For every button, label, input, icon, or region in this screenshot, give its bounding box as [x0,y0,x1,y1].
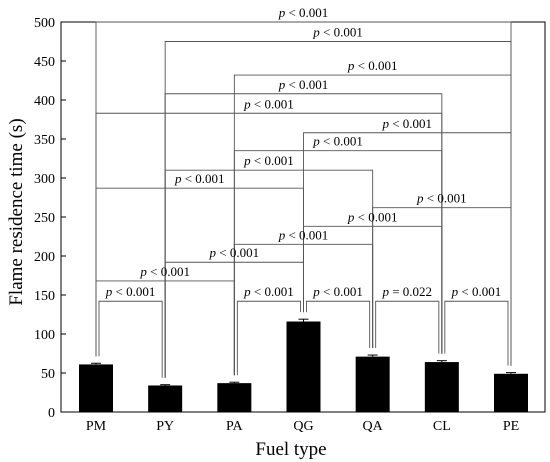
x-tick-label: QG [293,419,313,434]
p-value-label: p < 0.001 [243,96,294,111]
significance-bracket [444,300,509,366]
p-value-label: p < 0.001 [416,191,467,206]
y-tick-label: 200 [34,250,55,265]
bar-pm [79,364,113,412]
significance-bracket [95,112,443,357]
significance-bracket [95,187,304,357]
x-axis-label: Fuel type [255,439,326,460]
p-value-label: p < 0.001 [312,134,363,149]
significance-bracket [95,280,235,376]
p-value-label: p < 0.001 [278,77,329,92]
significance-bracket [306,300,371,349]
y-tick-label: 250 [34,211,55,226]
significance-bracket [164,41,512,378]
p-value-label: p < 0.001 [312,284,363,299]
p-value-label: p < 0.001 [174,171,225,186]
bar-qg [286,321,321,412]
bar-qa [355,356,390,412]
p-value-label: p < 0.001 [278,5,329,20]
x-tick-label: CL [433,419,451,434]
significance-bracket [164,261,304,378]
x-tick-label: PM [86,419,107,434]
p-value-label: p < 0.001 [278,227,329,242]
p-value-label: p < 0.001 [347,58,398,73]
p-value-label: p < 0.001 [105,284,156,299]
y-tick-label: 350 [34,133,55,148]
p-value-label: p < 0.001 [451,284,502,299]
bar-cl [424,362,459,412]
significance-bracket [236,300,301,376]
p-value-label: p = 0.022 [381,284,432,299]
y-tick-label: 150 [34,289,55,304]
y-tick-label: 300 [34,172,55,187]
significance-bracket [233,150,443,376]
y-tick-label: 50 [41,367,55,382]
x-tick-label: PY [156,419,174,434]
p-value-label: p < 0.001 [243,284,294,299]
y-tick-label: 450 [34,55,55,70]
x-tick-label: PE [503,419,519,434]
y-tick-label: 0 [48,406,55,421]
y-axis-label: Flame residence time (s) [6,118,27,305]
p-value-label: p < 0.001 [243,153,294,168]
x-tick-label: PA [226,419,244,434]
p-value-label: p < 0.001 [209,245,260,260]
y-tick-label: 100 [34,328,55,343]
p-value-label: p < 0.001 [139,264,190,279]
bar-pe [494,373,528,412]
p-value-label: p < 0.001 [347,209,398,224]
x-tick-label: QA [363,419,384,434]
significance-bracket [303,132,512,366]
significance-bracket [98,300,163,378]
significance-bracket [164,169,374,378]
p-value-label: p < 0.001 [312,25,363,40]
significance-bracket [375,300,440,354]
p-value-label: p < 0.001 [381,116,432,131]
y-tick-label: 500 [34,16,55,31]
y-tick-label: 400 [34,94,55,109]
